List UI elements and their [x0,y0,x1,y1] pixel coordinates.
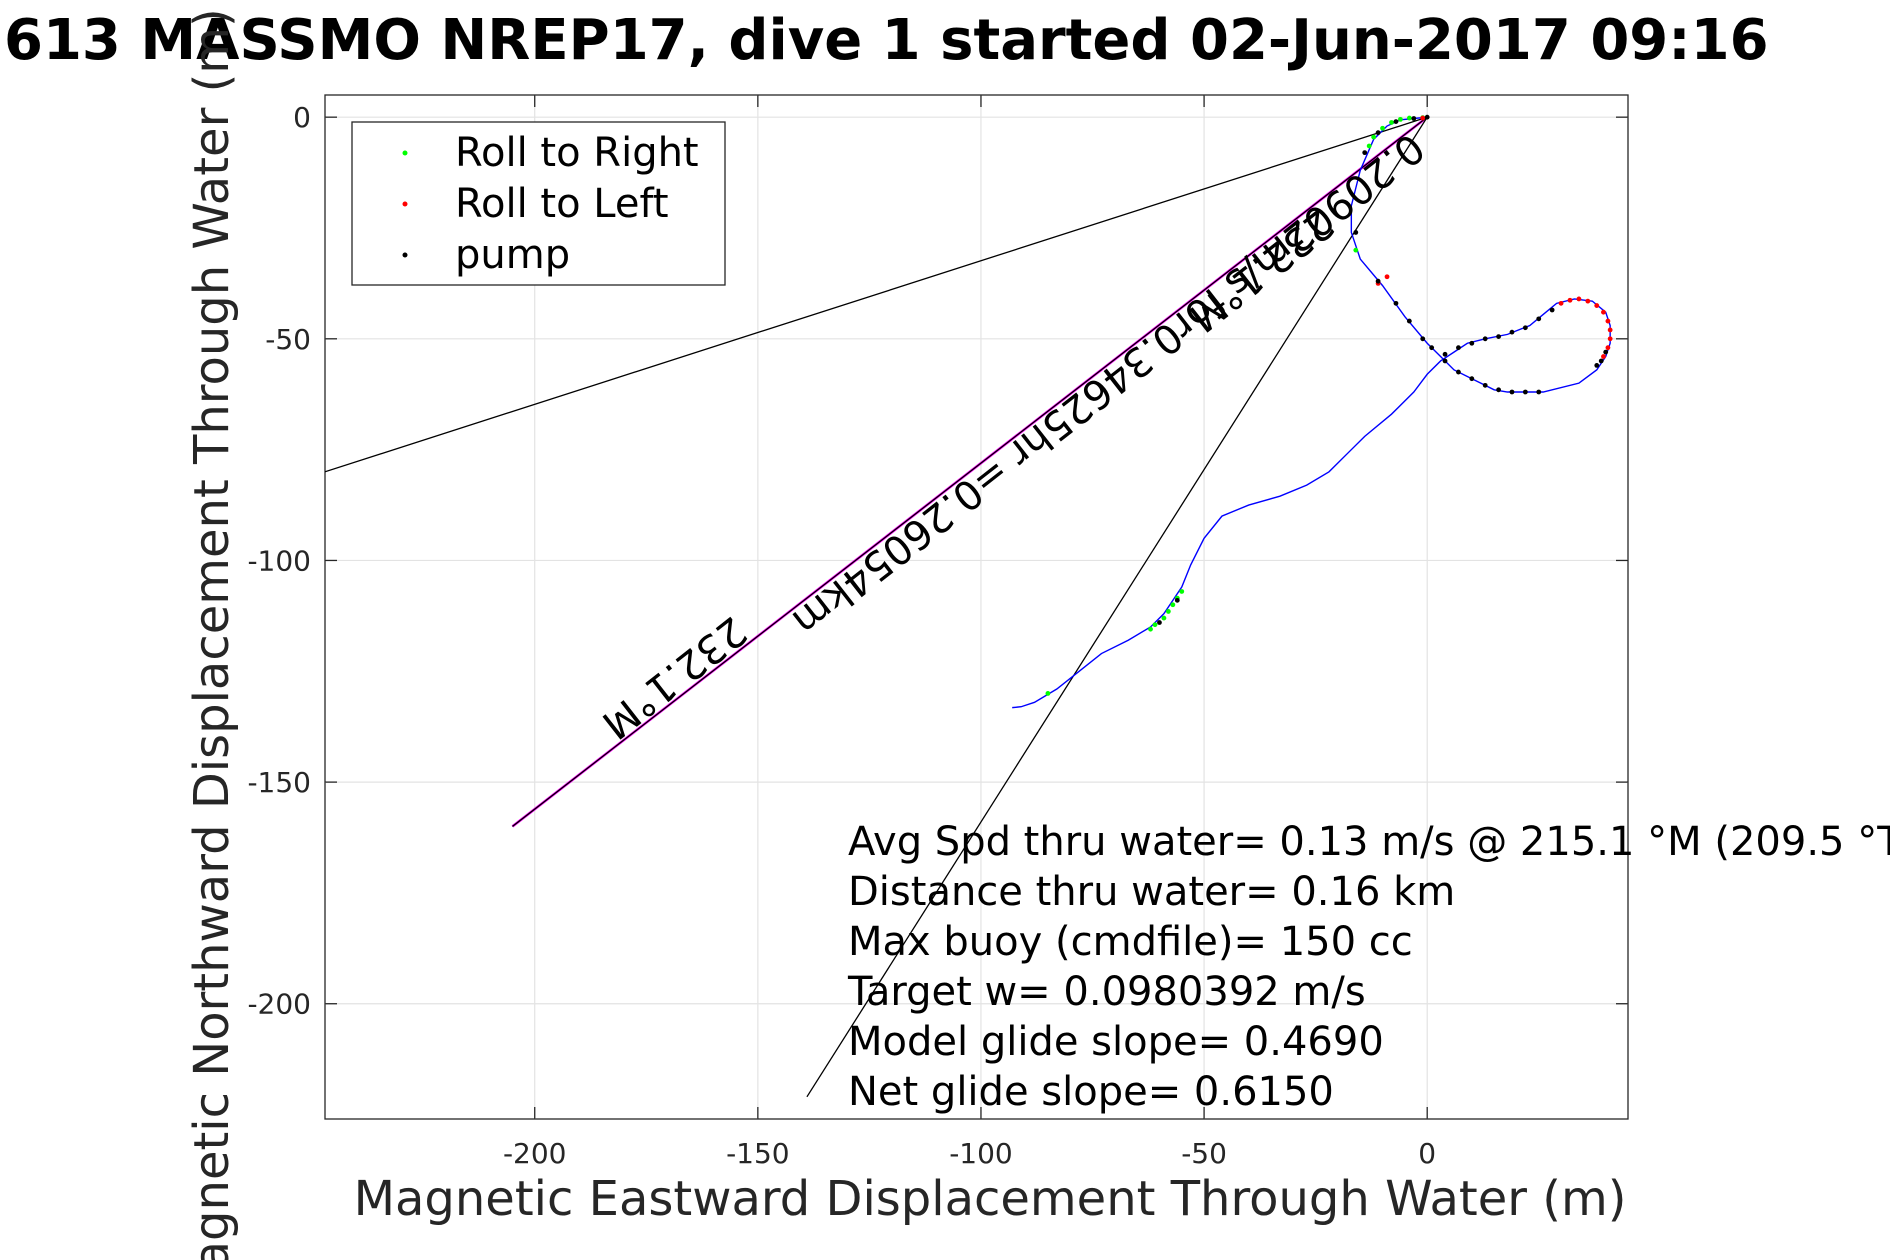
legend-marker-roll-left [402,201,408,207]
legend-label-roll-right: Roll to Right [455,130,699,176]
y-tick-label: -50 [265,323,311,356]
roll-to-left-point [1558,300,1564,306]
pump-point [1362,150,1368,156]
pump-point [1157,620,1162,625]
pump-point [1375,130,1381,136]
roll-to-right-point [1366,143,1372,149]
y-tick-labels: 0 -50 -100 -150 -200 [247,101,311,1021]
pump-point [1603,349,1609,355]
roll-to-right-point [1353,247,1359,253]
x-tick-label: -100 [949,1137,1013,1170]
pump-point [1353,230,1359,235]
pump-point [1549,307,1555,313]
legend-label-pump: pump [455,232,570,278]
roll-to-right-point [1045,691,1051,696]
roll-to-left-point [1605,318,1611,324]
pump-point [1469,340,1475,346]
pump-point [1420,336,1426,342]
pump-point [1536,316,1542,322]
legend-box [351,121,726,286]
pump-point [1411,116,1417,121]
roll-to-left-point [1567,297,1573,303]
roll-to-right-point [1148,626,1153,632]
pump-point [1442,358,1448,364]
legend: Roll to Right Roll to Left pump [351,121,726,286]
pump-point [1456,369,1461,375]
legend-marker-roll-right [402,150,408,156]
roll-to-right-point [1170,602,1176,608]
x-tick-label: -150 [726,1137,790,1170]
legend-label-roll-left: Roll to Left [455,181,669,227]
roll-to-left-point [1585,298,1591,304]
pump-point [1375,278,1381,284]
x-tick-labels: -200 -150 -100 -50 0 [503,1137,1436,1170]
pump-point [1496,387,1501,393]
roll-to-right-point [1406,115,1412,121]
y-tick-label: -200 [247,988,311,1021]
pump-point [1509,389,1515,395]
roll-to-left-point [1607,327,1613,333]
x-tick-label: -200 [503,1137,567,1170]
roll-to-left-point [1420,115,1426,121]
heading-line-4 [806,116,1428,1098]
y-tick-label: -150 [247,766,311,799]
stats-line: Avg Spd thru water= 0.13 m/s @ 215.1 °M … [848,819,1890,865]
pump-point [1536,389,1542,395]
x-gridlines [534,95,1428,1119]
roll-to-right-point [1179,589,1185,594]
stats-line: Net glide slope= 0.6150 [848,1069,1334,1115]
roll-to-right-point [1371,134,1377,140]
heading-line-3 [512,116,1428,827]
stats-line: Max buoy (cmdfile)= 150 cc [848,919,1413,965]
legend-marker-pump [402,252,408,258]
stats-line: Target w= 0.0980392 m/s [847,969,1366,1015]
plot-contents [325,114,1613,1098]
pump-point [1496,334,1501,339]
pump-point [1482,382,1488,388]
pump-point [1594,363,1600,368]
pump-point [1393,300,1399,306]
chart-title: 613 MASSMO NREP17, dive 1 started 02-Jun… [4,8,1769,73]
stats-line: Model glide slope= 0.4690 [848,1019,1384,1065]
pump-point [1406,318,1412,324]
roll-to-left-point [1607,336,1613,342]
pump-point [1598,358,1604,364]
roll-to-left-point [1605,345,1611,351]
y-axis-label: Magnetic Northward Displacement Through … [184,8,240,1260]
heading-line-1 [325,116,1428,473]
roll-to-left-point [1601,354,1606,359]
pump-point [1456,345,1461,351]
roll-to-right-point [1398,116,1403,122]
roll-to-left-point [1384,274,1390,280]
roll-to-right-point [1152,622,1158,628]
pump-point [1469,376,1475,382]
pump-point [1393,119,1399,124]
glider-track-line [1012,116,1611,709]
roll-to-right-point [1161,615,1167,621]
roll-to-left-point [1601,309,1606,315]
x-axis-label: Magnetic Eastward Displacement Through W… [354,1171,1627,1227]
stats-block: Avg Spd thru water= 0.13 m/s @ 215.1 °M … [847,819,1890,1115]
x-tick-label: 0 [1418,1137,1436,1170]
roll-to-right-point [1165,609,1171,614]
roll-to-right-point [1389,120,1394,125]
pump-point [1442,351,1448,357]
pump-point [1424,114,1430,120]
x-tick-label: -50 [1181,1137,1227,1170]
pump-point [1522,325,1528,331]
roll-to-left-point [1594,303,1600,308]
pump-point [1429,345,1435,351]
y-tick-label: 0 [293,101,311,134]
roll-to-left-point [1576,296,1582,302]
pump-point [1174,597,1180,603]
roll-to-right-point [1380,125,1385,131]
pump-point [1522,389,1528,395]
stats-line: Distance thru water= 0.16 km [848,869,1455,915]
pump-point [1509,329,1515,335]
pump-point [1482,336,1488,342]
y-tick-label: -100 [247,544,311,577]
